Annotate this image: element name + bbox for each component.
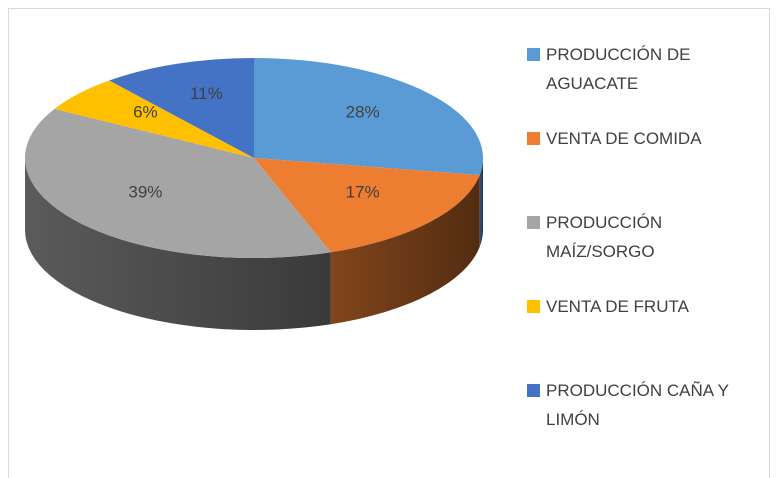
legend-label: VENTA DE FRUTA — [546, 297, 689, 316]
legend: PRODUCCIÓN DE AGUACATE VENTA DE COMIDA PRO… — [527, 0, 742, 478]
legend-swatch — [527, 48, 540, 61]
frame — [8, 8, 770, 478]
pie-side — [479, 158, 483, 248]
pie-slice — [254, 158, 480, 253]
data-label: 28% — [346, 103, 380, 122]
pie-slice — [24, 108, 331, 258]
legend-swatch — [527, 300, 540, 313]
pie-side — [330, 175, 480, 325]
data-label: 39% — [128, 182, 162, 201]
pie-slice — [54, 80, 254, 158]
legend-item: VENTA DE COMIDA — [527, 124, 742, 153]
legend-label: PRODUCCIÓN CAÑA Y LIMÓN — [546, 381, 729, 429]
legend-swatch — [527, 132, 540, 145]
legend-label: PRODUCCIÓN DE AGUACATE — [546, 45, 691, 93]
pie-slice — [109, 58, 255, 158]
legend-item: PRODUCCIÓN DE AGUACATE — [527, 40, 742, 98]
legend-swatch — [527, 216, 540, 229]
legend-item: PRODUCCIÓN CAÑA Y LIMÓN — [527, 376, 742, 434]
pie-slice — [254, 58, 483, 176]
legend-item: PRODUCCIÓN MAÍZ/SORGO — [527, 208, 742, 266]
legend-label: PRODUCCIÓN MAÍZ/SORGO — [546, 213, 663, 261]
legend-label: VENTA DE COMIDA — [546, 129, 702, 148]
data-label: 11% — [190, 84, 223, 103]
data-label: 17% — [346, 182, 380, 201]
data-label: 6% — [133, 103, 158, 122]
legend-item: VENTA DE FRUTA — [527, 292, 742, 321]
legend-swatch — [527, 384, 540, 397]
pie-side — [25, 158, 331, 330]
